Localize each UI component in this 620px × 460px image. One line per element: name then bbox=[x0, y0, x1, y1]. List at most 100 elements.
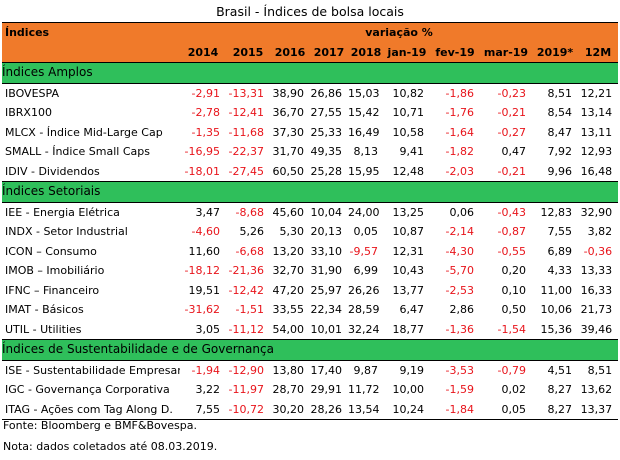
table-title: Brasil - Índices de bolsa locais bbox=[216, 4, 404, 19]
value-cell: 13,54 bbox=[348, 399, 384, 420]
year-header: mar-19 bbox=[480, 42, 532, 63]
value-cell: 29,91 bbox=[310, 383, 343, 396]
header-row-years: 2014 2015 2016 2017 2018 jan-19 fev-19 m… bbox=[2, 42, 619, 63]
value-cell: 28,26 bbox=[310, 399, 348, 420]
table-row: IBRX100 -2,78 -12,41 36,70 27,55 15,42 10,71 -1… bbox=[2, 103, 618, 123]
value-cell: 12,31 bbox=[392, 244, 425, 258]
section-title: Índices Setoriais bbox=[2, 181, 619, 203]
value-cell: 12,21 bbox=[580, 86, 613, 100]
value-cell: 10,87 bbox=[392, 225, 425, 238]
year-header: 2014 bbox=[180, 42, 226, 63]
value-cell: 13,62 bbox=[580, 383, 613, 396]
value-cell: 0,06 bbox=[449, 205, 475, 219]
value-cell: 45,60 bbox=[272, 205, 305, 219]
index-name: INDX - Setor Industrial bbox=[5, 225, 128, 238]
value-cell: 15,36 bbox=[540, 322, 573, 336]
indices-table: Índices variação % 2014 2015 2016 2017 2… bbox=[2, 22, 619, 420]
year-header: 2017 bbox=[310, 42, 348, 63]
value-cell: 13,80 bbox=[272, 363, 305, 377]
value-cell: 36,70 bbox=[272, 106, 305, 119]
value-cell: 0,50 bbox=[501, 303, 527, 316]
value-cell: -6,68 bbox=[235, 244, 264, 258]
value-cell: 10,71 bbox=[392, 106, 425, 119]
table-row: IMOB – Imobiliário -18,12 -21,36 32,70 31,90… bbox=[2, 261, 618, 281]
value-cell: 0,05 bbox=[480, 399, 532, 420]
value-cell: 18,77 bbox=[392, 322, 425, 336]
value-cell: 26,86 bbox=[310, 86, 343, 100]
value-cell: -10,72 bbox=[226, 399, 270, 420]
value-cell: 3,82 bbox=[587, 225, 613, 238]
value-cell: 0,02 bbox=[501, 383, 527, 396]
header-row-top: Índices variação % bbox=[2, 22, 619, 63]
value-cell: 8,54 bbox=[547, 106, 573, 119]
value-cell: -18,12 bbox=[184, 264, 220, 277]
index-name: IEE - Energia Elétrica bbox=[5, 205, 120, 219]
value-cell: 10,01 bbox=[310, 322, 343, 336]
table-row: IDIV - Dividendos -18,01 -27,45 60,50 25,28 1… bbox=[2, 162, 618, 182]
value-cell: 31,90 bbox=[310, 264, 343, 277]
index-name: IBOVESPA bbox=[5, 86, 59, 100]
value-cell: 47,20 bbox=[272, 283, 305, 297]
value-cell: 16,48 bbox=[580, 164, 613, 178]
variation-header: variação % bbox=[180, 22, 619, 43]
value-cell: 5,26 bbox=[239, 225, 265, 238]
value-cell: 37,30 bbox=[272, 125, 305, 139]
value-cell: 8,27 bbox=[532, 399, 578, 420]
value-cell: -1,35 bbox=[191, 125, 220, 139]
value-cell: -22,37 bbox=[228, 145, 264, 158]
year-header: 2018 bbox=[348, 42, 384, 63]
value-cell: -27,45 bbox=[228, 164, 264, 178]
value-cell: 12,48 bbox=[392, 164, 425, 178]
indices-header: Índices bbox=[2, 22, 180, 63]
value-cell: -0,27 bbox=[497, 125, 526, 139]
value-cell: 28,59 bbox=[348, 303, 380, 316]
value-cell: 5,30 bbox=[279, 225, 305, 238]
value-cell: 13,37 bbox=[578, 399, 619, 420]
value-cell: 4,51 bbox=[547, 363, 573, 377]
value-cell: -0,21 bbox=[497, 106, 526, 119]
value-cell: 24,00 bbox=[348, 205, 380, 219]
value-cell: 11,72 bbox=[348, 383, 380, 396]
value-cell: 3,47 bbox=[195, 205, 221, 219]
value-cell: 33,10 bbox=[310, 244, 343, 258]
value-cell: 8,47 bbox=[547, 125, 573, 139]
value-cell: 10,00 bbox=[392, 383, 425, 396]
index-name: UTIL - Utilities bbox=[5, 322, 82, 336]
index-name: ICON – Consumo bbox=[5, 244, 97, 258]
table-row: IBOVESPA -2,91 -13,31 38,90 26,86 15,03 10,82 -… bbox=[2, 83, 618, 103]
value-cell: 32,90 bbox=[580, 205, 613, 219]
value-cell: -11,12 bbox=[228, 322, 264, 336]
value-cell: -1,82 bbox=[445, 145, 474, 158]
value-cell: -16,95 bbox=[184, 145, 220, 158]
value-cell: -0,43 bbox=[497, 205, 526, 219]
section-title: Índices Amplos bbox=[2, 62, 619, 84]
value-cell: 19,51 bbox=[188, 283, 221, 297]
value-cell: 13,20 bbox=[272, 244, 305, 258]
value-cell: 25,33 bbox=[310, 125, 343, 139]
value-cell: -5,70 bbox=[445, 264, 474, 277]
value-cell: 10,82 bbox=[392, 86, 425, 100]
value-cell: 10,06 bbox=[540, 303, 573, 316]
value-cell: -1,54 bbox=[497, 322, 526, 336]
value-cell: 22,34 bbox=[310, 303, 343, 316]
value-cell: -8,68 bbox=[235, 205, 264, 219]
index-name: ITAG - Ações com Tag Along D. bbox=[2, 399, 180, 420]
value-cell: 21,73 bbox=[580, 303, 613, 316]
section-header-row: Índices Amplos bbox=[2, 62, 619, 84]
index-name: SMALL - Índice Small Caps bbox=[5, 145, 150, 158]
value-cell: -2,53 bbox=[445, 283, 474, 297]
table-row: IEE - Energia Elétrica 3,47 -8,68 45,60 10,0… bbox=[2, 202, 618, 222]
value-cell: 32,70 bbox=[272, 264, 305, 277]
value-cell: 13,11 bbox=[580, 125, 613, 139]
value-cell: -0,79 bbox=[497, 363, 526, 377]
year-header: 12M bbox=[578, 42, 619, 63]
value-cell: -9,57 bbox=[349, 244, 378, 258]
value-cell: 16,33 bbox=[580, 283, 613, 297]
value-cell: 13,25 bbox=[392, 205, 425, 219]
value-cell: 10,04 bbox=[310, 205, 343, 219]
value-cell: 7,92 bbox=[547, 145, 573, 158]
value-cell: -1,86 bbox=[445, 86, 474, 100]
value-cell: -1,84 bbox=[430, 399, 480, 420]
value-cell: 12,93 bbox=[580, 145, 613, 158]
value-cell: 7,55 bbox=[180, 399, 226, 420]
